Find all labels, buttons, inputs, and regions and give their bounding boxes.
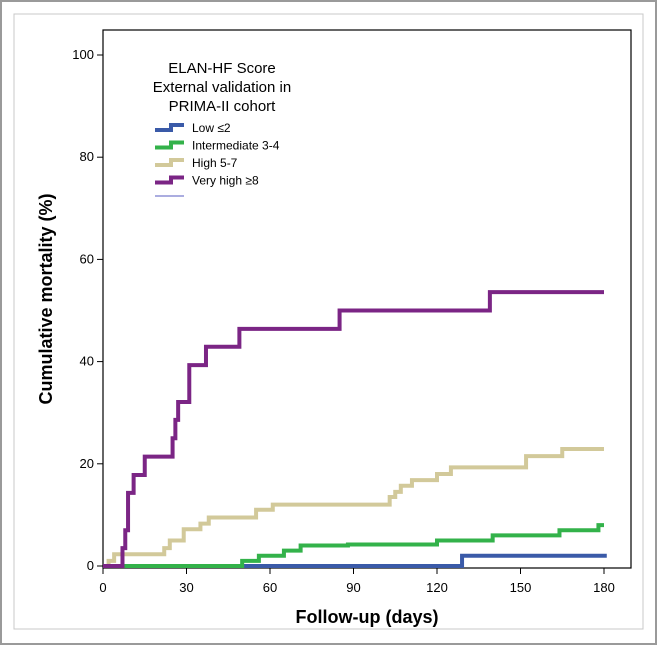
inner-frame: [13, 13, 644, 630]
series-line-1: [103, 553, 607, 568]
legend-swatch-4: [155, 175, 184, 185]
series-line-2: [103, 523, 604, 568]
series-layer: [103, 290, 607, 568]
x-tick-label: 0: [99, 580, 106, 595]
legend: ELAN-HF Score External validation in PRI…: [153, 60, 291, 197]
legend-swatch-1: [155, 123, 184, 132]
legend-label-1: Low ≤2: [192, 121, 231, 135]
x-axis-title: Follow-up (days): [296, 607, 439, 627]
y-tick-label: 0: [87, 558, 94, 573]
legend-title-line-3: PRIMA-II cohort: [169, 98, 277, 115]
y-tick-label: 20: [80, 456, 94, 471]
y-tick-label: 60: [80, 251, 94, 266]
x-tick-label: 60: [263, 580, 277, 595]
x-tick-label: 120: [426, 580, 448, 595]
legend-swatch-2: [155, 140, 184, 150]
legend-label-4: Very high ≥8: [192, 174, 259, 188]
x-tick-label: 90: [346, 580, 360, 595]
y-axis-ticks: 0 20 40 60 80 100: [72, 47, 103, 573]
x-tick-label: 30: [179, 580, 193, 595]
y-tick-label: 40: [80, 354, 94, 369]
legend-title-line-2: External validation in: [153, 79, 291, 96]
legend-swatch-3: [155, 158, 184, 167]
legend-title-line-1: ELAN-HF Score: [168, 60, 276, 77]
y-tick-label: 80: [80, 149, 94, 164]
y-tick-label: 100: [72, 47, 94, 62]
y-axis-title: Cumulative mortality (%): [36, 193, 56, 404]
legend-label-2: Intermediate 3-4: [192, 139, 280, 153]
legend-label-3: High 5-7: [192, 156, 238, 170]
x-tick-label: 150: [510, 580, 532, 595]
series-line-3: [103, 446, 604, 568]
x-tick-label: 180: [593, 580, 615, 595]
series-line-4: [103, 290, 604, 568]
x-axis-ticks: 0 30 60 90 120 150 180: [99, 568, 615, 595]
